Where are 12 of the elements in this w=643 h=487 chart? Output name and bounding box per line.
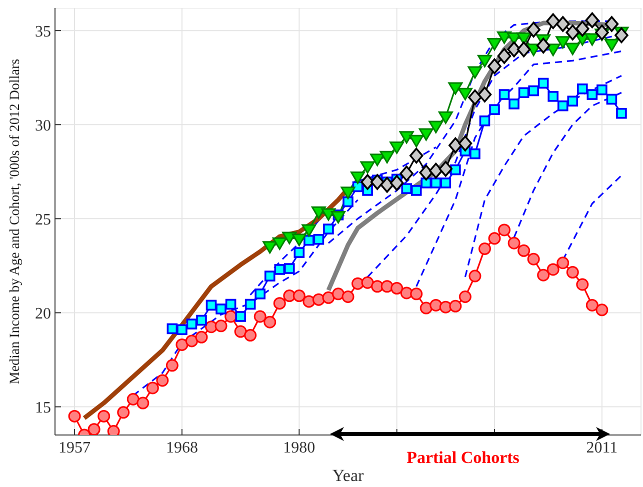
y-axis-title: Median Income by Age and Cohort, '000s of 2012 Dollars bbox=[8, 58, 23, 384]
y-tick-label: 20 bbox=[35, 305, 51, 322]
y-tick-label: 15 bbox=[35, 399, 51, 416]
x-tick-label: 1957 bbox=[58, 439, 91, 456]
y-tick-label: 25 bbox=[35, 211, 51, 228]
y-tick-label: 35 bbox=[35, 23, 51, 40]
text: Partial Cohorts bbox=[406, 448, 520, 467]
x-tick-label: 1968 bbox=[166, 439, 198, 456]
x-tick-label: 2011 bbox=[586, 439, 618, 456]
x-axis-title: Year bbox=[332, 466, 364, 485]
y-tick-label: 30 bbox=[35, 117, 51, 134]
x-tick-label: 1980 bbox=[283, 439, 316, 456]
